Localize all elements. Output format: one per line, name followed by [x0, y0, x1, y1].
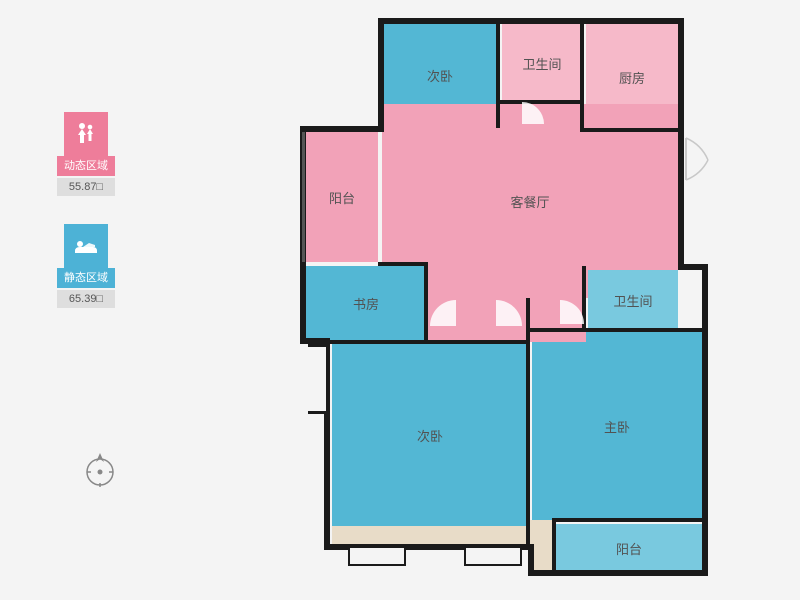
floorplan: 次卧卫生间厨房阳台客餐厅书房卫生间次卧主卧阳台 — [260, 12, 740, 584]
room-study: 书房 — [306, 266, 426, 340]
wall — [582, 266, 586, 330]
room-label: 次卧 — [427, 66, 453, 85]
legend-static-value: 65.39□ — [57, 290, 115, 308]
room-bath_right: 卫生间 — [588, 270, 678, 330]
wall — [552, 518, 704, 522]
room-label: 书房 — [353, 294, 379, 313]
wall — [702, 264, 708, 576]
wall — [302, 132, 305, 262]
indent — [308, 344, 326, 414]
indent — [348, 548, 406, 566]
legend-panel: 动态区域 55.87□ 静态区域 65.39□ — [56, 112, 116, 336]
room-label: 卫生间 — [613, 291, 652, 310]
wall — [378, 18, 684, 24]
wall — [424, 262, 428, 344]
room-balcony_bottom: 阳台 — [556, 524, 702, 572]
room-label: 阳台 — [329, 188, 355, 207]
room-label: 客餐厅 — [510, 192, 549, 211]
room-label: 卫生间 — [522, 54, 561, 73]
people-icon — [64, 112, 108, 156]
wall — [378, 18, 384, 130]
wall — [580, 22, 584, 132]
wall — [678, 18, 684, 270]
wall — [530, 328, 704, 332]
compass-icon — [80, 450, 120, 490]
legend-static-label: 静态区域 — [57, 268, 115, 288]
wall — [580, 128, 680, 132]
room-label: 厨房 — [619, 68, 645, 87]
legend-dynamic-label: 动态区域 — [57, 156, 115, 176]
wall — [526, 298, 530, 546]
legend-dynamic-value: 55.87□ — [57, 178, 115, 196]
room-master: 主卧 — [532, 332, 702, 520]
wall — [552, 518, 556, 572]
indent — [464, 548, 522, 566]
legend-dynamic: 动态区域 55.87□ — [56, 112, 116, 196]
legend-static: 静态区域 65.39□ — [56, 224, 116, 308]
wall — [328, 340, 528, 344]
wall — [678, 264, 708, 270]
sleep-icon — [64, 224, 108, 268]
room-label: 次卧 — [417, 426, 443, 445]
room-bath_top: 卫生间 — [502, 24, 582, 102]
wall — [500, 100, 582, 104]
wall — [496, 22, 500, 128]
wall — [300, 126, 384, 132]
wall — [378, 262, 428, 266]
room-bedroom2_bottom: 次卧 — [332, 344, 528, 526]
room-balcony_left: 阳台 — [306, 132, 378, 262]
room-label: 主卧 — [604, 417, 630, 436]
living-ext — [426, 298, 586, 342]
room-label: 阳台 — [616, 539, 642, 558]
